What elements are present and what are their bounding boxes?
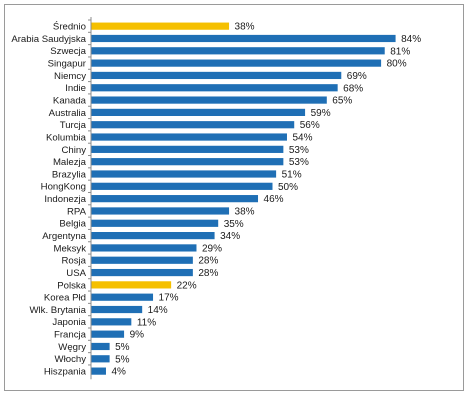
category-label: Włochy [55, 354, 87, 365]
bar [91, 71, 342, 80]
value-label: 35% [224, 219, 244, 230]
category-label: Francja [54, 330, 87, 341]
bar [91, 256, 193, 264]
value-label: 14% [148, 305, 168, 316]
category-label: Brazylia [52, 169, 87, 180]
value-label: 5% [115, 342, 130, 353]
category-label: Arabia Saudyjska [11, 34, 86, 45]
value-label: 53% [289, 157, 309, 168]
category-label: Singapur [48, 59, 87, 70]
value-label: 34% [220, 231, 240, 242]
bar [91, 108, 306, 116]
category-label: Turcja [60, 120, 87, 131]
category-label: Malezja [53, 157, 87, 168]
bar [91, 96, 327, 104]
bar [91, 34, 396, 43]
category-label: Węgry [58, 342, 86, 353]
value-label: 11% [137, 317, 156, 328]
bar [91, 355, 110, 363]
value-label: 51% [282, 170, 302, 181]
category-label: Szwecja [50, 46, 86, 57]
category-label: Chiny [61, 145, 86, 156]
category-label: Niemcy [54, 71, 86, 82]
value-label: 59% [311, 108, 331, 119]
bar [91, 281, 172, 289]
value-label: 17% [159, 293, 179, 304]
category-label: Średnio [53, 21, 86, 33]
bar [91, 330, 125, 338]
category-label: Australia [49, 108, 87, 119]
value-label: 22% [177, 280, 197, 291]
value-label: 46% [264, 194, 284, 205]
value-label: 80% [387, 59, 407, 70]
value-label: 50% [278, 182, 298, 193]
bar [91, 121, 295, 129]
bar [91, 145, 284, 153]
value-label: 38% [235, 22, 255, 33]
bar [91, 367, 106, 375]
bar [91, 170, 277, 178]
bar [91, 22, 230, 30]
bar [91, 195, 259, 203]
category-label: Polska [57, 280, 86, 291]
value-label: 5% [115, 354, 130, 365]
bar [91, 182, 273, 190]
value-label: 84% [401, 34, 421, 45]
value-label: 38% [235, 206, 255, 217]
category-label: HongKong [41, 182, 86, 193]
bar [91, 244, 197, 252]
value-label: 65% [332, 96, 352, 107]
bar [91, 59, 382, 67]
bar [91, 207, 230, 215]
value-label: 81% [390, 46, 410, 57]
value-label: 9% [130, 330, 145, 341]
bar [91, 47, 385, 55]
value-label: 4% [111, 367, 126, 378]
bar [91, 318, 132, 326]
bar [91, 268, 193, 277]
category-label: Indie [65, 83, 86, 94]
value-label: 28% [198, 268, 218, 279]
bar [91, 219, 219, 227]
value-label: 68% [343, 83, 363, 94]
category-label: Kolumbia [46, 132, 87, 143]
bar [91, 158, 284, 166]
category-label: RPA [67, 206, 87, 217]
category-label: Kanada [53, 95, 87, 106]
category-label: Korea Płd [44, 293, 86, 304]
value-label: 54% [292, 133, 312, 144]
category-label: Indonezja [44, 194, 86, 205]
category-label: Belgia [59, 219, 86, 230]
value-label: 29% [202, 243, 222, 254]
bar [91, 133, 287, 141]
category-label: Argentyna [42, 231, 86, 242]
bar [91, 305, 143, 314]
category-label: Rosja [61, 256, 86, 267]
bar-chart: Średnio 38% Arabia Saudyjska 84% Szwecja 81% S… [11, 17, 421, 380]
bar [91, 342, 110, 351]
bar [91, 84, 338, 92]
bar [91, 293, 154, 301]
category-label: Japonia [52, 317, 86, 328]
value-label: 69% [347, 71, 367, 82]
category-label: Wlk. Brytania [29, 305, 86, 316]
category-label: Hiszpania [44, 367, 87, 378]
value-label: 28% [198, 256, 218, 267]
chart-frame: Średnio 38% Arabia Saudyjska 84% Szwecja 81% S… [4, 4, 464, 391]
value-label: 56% [300, 120, 320, 131]
bar [91, 232, 215, 240]
value-label: 53% [289, 145, 309, 156]
category-label: USA [66, 268, 86, 279]
category-label: Meksyk [53, 243, 86, 254]
